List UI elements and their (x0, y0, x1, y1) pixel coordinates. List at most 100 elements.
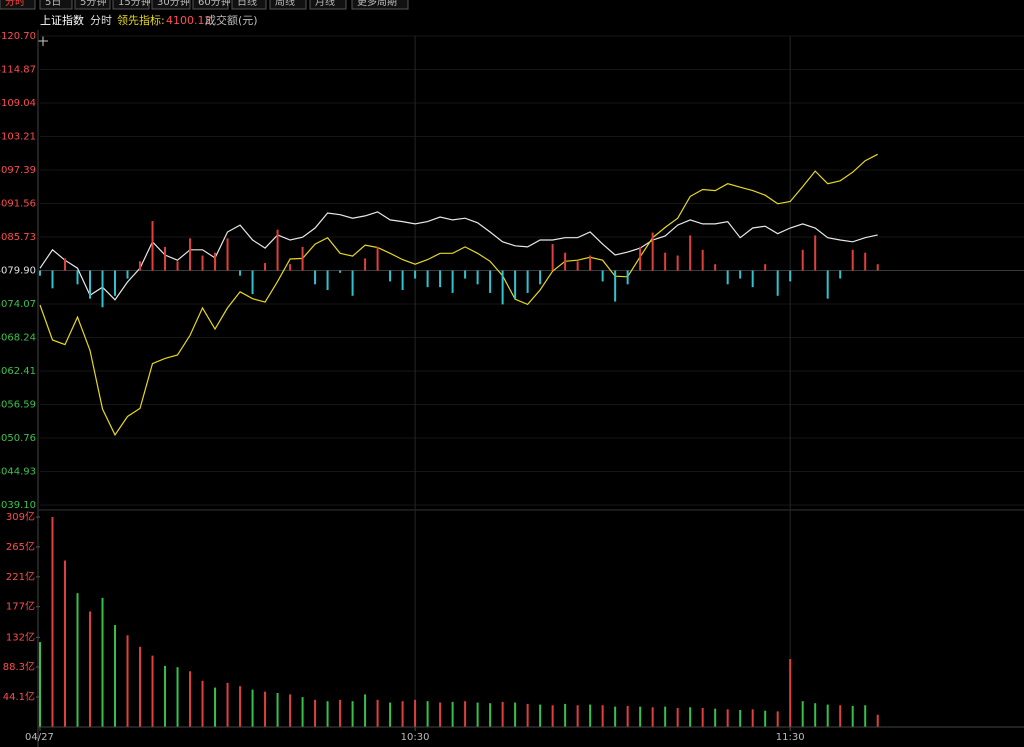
x-tick-label: 10:30 (401, 732, 430, 743)
volume-bar (76, 593, 79, 727)
change-bar (814, 235, 817, 271)
change-bar (364, 258, 367, 271)
y-tick-label: 4091.56 (0, 198, 36, 209)
change-bar (876, 264, 879, 271)
volume-bar (851, 705, 854, 727)
tab-label[interactable]: 周线 (275, 0, 295, 8)
volume-bar (639, 706, 642, 727)
volume-bar (414, 699, 417, 727)
volume-bar (239, 686, 242, 727)
change-bar (414, 270, 417, 279)
volume-bar (739, 710, 742, 727)
volume-bar (389, 702, 392, 727)
volume-bar (701, 707, 704, 727)
change-bar (401, 270, 404, 291)
change-bar (451, 270, 454, 293)
tab[interactable] (74, 0, 111, 10)
index-title: 上证指数 (40, 13, 84, 27)
change-bar (464, 270, 467, 279)
change-bar (114, 270, 117, 296)
change-bar (264, 263, 267, 271)
tab-label[interactable]: 30分钟 (157, 0, 190, 8)
volume-bar (89, 611, 92, 727)
tab[interactable] (151, 0, 191, 10)
change-bar (189, 238, 192, 271)
x-tick-label: 11:30 (776, 732, 805, 743)
change-bar (664, 252, 667, 271)
volume-bar (726, 709, 729, 727)
change-bar (714, 264, 717, 271)
change-bar (726, 270, 729, 285)
tab-label[interactable]: 日线 (237, 0, 257, 8)
change-bar (489, 270, 492, 293)
volume-bar (201, 680, 204, 727)
change-bar (576, 261, 579, 271)
y-tick-label: 265亿 (6, 540, 35, 553)
tab[interactable] (39, 0, 73, 10)
change-bar (276, 229, 279, 271)
y-tick-label: 4039.10 (0, 500, 36, 511)
volume-bar (64, 560, 67, 727)
volume-bar (164, 665, 167, 727)
change-bar (801, 249, 804, 271)
tab-label[interactable]: 60分钟 (198, 0, 231, 8)
volume-bar (376, 699, 379, 727)
change-bar (376, 246, 379, 271)
volume-bar (689, 707, 692, 727)
volume-bar (276, 693, 279, 727)
change-bar (339, 270, 342, 273)
change-bar (676, 255, 679, 271)
volume-bar (614, 706, 617, 727)
tab-label[interactable]: 5日 (45, 0, 61, 8)
y-tick-label: 4044.93 (0, 466, 36, 477)
tab-label[interactable]: 5分钟 (80, 0, 106, 8)
volume-bar (801, 701, 804, 727)
tab[interactable] (192, 0, 229, 10)
tab[interactable] (0, 0, 36, 10)
change-bar (64, 258, 67, 271)
tab[interactable] (112, 0, 150, 10)
change-bar (164, 246, 167, 271)
volume-title: 成交额(元) (205, 13, 258, 27)
volume-bar (676, 707, 679, 727)
tab-label[interactable]: 更多周期 (357, 0, 397, 8)
volume-bar (51, 517, 54, 727)
change-bar (101, 270, 104, 308)
legend-value: 4100.12 (166, 14, 212, 27)
y-tick-label: 4120.70 (0, 31, 36, 42)
change-bar (864, 252, 867, 271)
volume-bar (301, 697, 304, 727)
legend-entry: 分时 (90, 14, 112, 27)
tab[interactable] (269, 0, 307, 10)
volume-bar (339, 699, 342, 727)
volume-bar (289, 694, 292, 727)
change-bar (651, 232, 654, 271)
volume-bar (664, 706, 667, 727)
volume-bar (226, 682, 229, 727)
change-bar (551, 244, 554, 271)
tab-label[interactable]: 月线 (315, 0, 335, 8)
volume-bar (251, 689, 254, 727)
tab[interactable] (351, 0, 409, 10)
volume-bar (814, 703, 817, 727)
change-bar (151, 221, 154, 271)
tab-label[interactable]: 分时 (5, 0, 25, 8)
volume-bar (876, 714, 879, 727)
volume-bar (464, 701, 467, 727)
y-tick-label: 4109.04 (0, 98, 36, 109)
volume-bar (326, 701, 329, 727)
y-tick-label: 44.1亿 (3, 690, 35, 703)
tab[interactable] (309, 0, 347, 10)
volume-bar (314, 699, 317, 727)
y-tick-label: 4079.90 (0, 266, 36, 277)
volume-bar (764, 710, 767, 727)
tab[interactable] (231, 0, 267, 10)
change-bar (789, 270, 792, 282)
tab-label[interactable]: 15分钟 (118, 0, 151, 8)
price-line (39, 153, 878, 437)
change-bar (139, 261, 142, 271)
y-tick-label: 88.3亿 (3, 660, 35, 673)
y-tick-label: 4068.24 (0, 333, 36, 344)
toolbar: 分时 5日 5分钟 15分钟 30分钟 60分钟 日线 周线 月线 更多周期 (0, 0, 409, 10)
